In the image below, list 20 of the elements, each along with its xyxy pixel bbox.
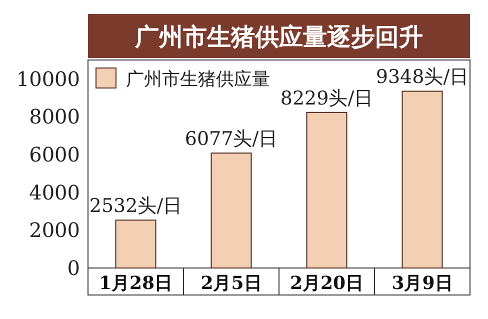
x-tick-label: 1月28日 bbox=[98, 273, 173, 294]
y-tick-label: 2000 bbox=[29, 218, 80, 242]
legend-label: 广州市生猪供应量 bbox=[126, 69, 270, 90]
data-label: 6077头/日 bbox=[184, 128, 278, 150]
bar bbox=[115, 220, 156, 268]
x-tick-label: 2月5日 bbox=[200, 273, 262, 294]
chart-title: 广州市生猪供应量逐步回升 bbox=[134, 22, 423, 51]
data-label: 2532头/日 bbox=[89, 195, 182, 218]
y-tick-label: 6000 bbox=[29, 142, 80, 167]
data-label: 8229头/日 bbox=[280, 87, 374, 110]
y-tick-label: 10000 bbox=[16, 66, 80, 91]
bar bbox=[306, 112, 348, 268]
y-tick-label: 4000 bbox=[29, 180, 80, 204]
data-label: 9348头/日 bbox=[376, 66, 469, 88]
y-tick-label: 8000 bbox=[29, 104, 80, 129]
y-tick-label: 0 bbox=[67, 256, 80, 280]
x-tick-label: 3月9日 bbox=[392, 273, 453, 294]
bar bbox=[402, 90, 443, 268]
bar bbox=[210, 152, 252, 268]
x-tick-label: 2月20日 bbox=[290, 273, 364, 294]
